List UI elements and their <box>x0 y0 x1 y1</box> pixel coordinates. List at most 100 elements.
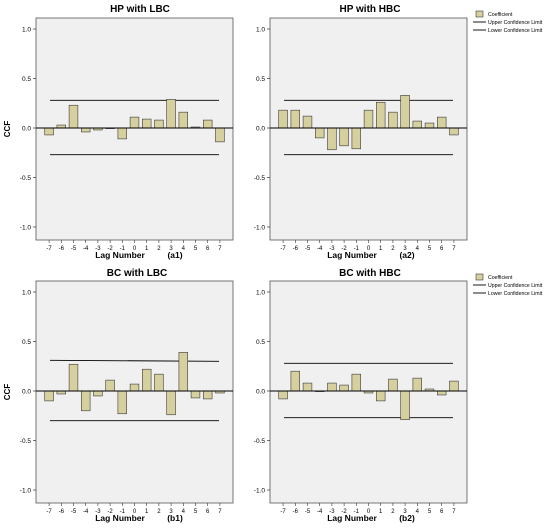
legend-label: Upper Confidence Limit <box>488 283 543 289</box>
bar <box>400 95 410 129</box>
x-tick-label: 1 <box>379 246 383 252</box>
plot-area <box>269 280 468 504</box>
x-tick-label: 5 <box>428 509 432 515</box>
y-tick-label: 0.5 <box>256 76 265 83</box>
x-tick-label: -3 <box>95 246 101 252</box>
legend: Coefficient Upper Confidence Limit Lower C… <box>473 10 543 34</box>
bar <box>278 109 288 129</box>
x-tick-label: 7 <box>452 509 456 515</box>
bar <box>302 115 313 129</box>
panel-label: (b2) <box>399 513 415 523</box>
y-tick-label: 0.0 <box>22 389 31 396</box>
bar <box>93 390 103 397</box>
x-tick-label: 7 <box>218 246 222 252</box>
x-tick-label: 5 <box>428 246 432 252</box>
y-axis-label: CCF <box>3 384 12 401</box>
x-tick-label: 2 <box>157 246 161 252</box>
x-tick-label: 1 <box>379 509 383 515</box>
x-tick-label: 1 <box>145 509 149 515</box>
x-tick-label: 3 <box>169 246 173 252</box>
x-tick-label: -4 <box>317 246 323 252</box>
x-tick-label: -1 <box>120 509 126 515</box>
y-tick-label: 0.5 <box>22 339 31 346</box>
x-tick-label: 1 <box>145 246 149 252</box>
x-tick-label: 3 <box>403 246 407 252</box>
y-tick-label: -0.5 <box>254 175 266 182</box>
bar <box>178 111 188 129</box>
bar <box>81 127 91 133</box>
bar <box>376 101 386 129</box>
x-tick-label: -5 <box>71 509 77 515</box>
bar <box>117 127 127 140</box>
bar <box>363 109 374 129</box>
y-tick-label: -1.0 <box>20 225 32 232</box>
bar <box>178 352 188 392</box>
x-tick-label: -1 <box>354 509 360 515</box>
x-tick-label: -4 <box>83 246 89 252</box>
legend-label: Lower Confidence Limit <box>488 291 543 297</box>
x-tick-label: 0 <box>367 509 371 515</box>
x-tick-label: -2 <box>341 509 347 515</box>
x-tick-label: 6 <box>206 509 210 515</box>
bar <box>190 390 201 399</box>
bar <box>376 390 386 402</box>
x-tick-label: -2 <box>341 246 347 252</box>
bar <box>412 120 422 129</box>
bar <box>424 122 435 129</box>
y-tick-label: 0.5 <box>22 76 31 83</box>
bar <box>290 109 300 129</box>
bar <box>44 127 54 136</box>
legend-swatch-box <box>475 273 484 281</box>
bar <box>142 368 152 392</box>
bar <box>105 379 115 392</box>
legend-label: Coefficient <box>488 275 513 281</box>
bar <box>351 127 361 150</box>
y-tick-label: -1.0 <box>20 488 32 495</box>
bar <box>437 116 447 129</box>
bar <box>129 383 140 392</box>
x-tick-label: 0 <box>133 246 137 252</box>
bar <box>68 104 79 129</box>
bar <box>203 390 213 400</box>
x-tick-label: 6 <box>440 509 444 515</box>
y-tick-label: 1.0 <box>22 27 31 34</box>
x-tick-label: -7 <box>280 509 286 515</box>
bar <box>315 127 325 139</box>
x-tick-label: -6 <box>59 246 65 252</box>
y-tick-label: 0.0 <box>256 389 265 396</box>
panel-label: (a1) <box>167 250 182 260</box>
bar <box>166 390 176 416</box>
x-tick-label: -2 <box>107 246 113 252</box>
x-tick-label: 5 <box>194 509 198 515</box>
panel-label: (b1) <box>167 513 183 523</box>
y-tick-label: -0.5 <box>20 175 32 182</box>
panel-label: (a2) <box>399 250 414 260</box>
y-tick-label: -0.5 <box>254 438 266 445</box>
x-tick-label: 7 <box>218 509 222 515</box>
x-tick-label: 3 <box>403 509 407 515</box>
x-tick-label: 2 <box>157 509 161 515</box>
bar <box>400 390 410 421</box>
chart-title: HP with LBC <box>110 4 170 15</box>
x-axis-label: Lag Number <box>327 250 377 260</box>
x-tick-label: 7 <box>452 246 456 252</box>
chart-title: BC with HBC <box>339 268 401 279</box>
x-tick-label: -7 <box>46 509 52 515</box>
legend-label: Lower Confidence Limit <box>488 28 543 34</box>
legend-label: Upper Confidence Limit <box>488 20 543 26</box>
bar <box>129 116 140 129</box>
bar <box>166 98 176 129</box>
y-tick-label: -1.0 <box>254 225 266 232</box>
y-tick-label: 1.0 <box>256 27 265 34</box>
bar <box>339 127 349 147</box>
y-tick-label: -1.0 <box>254 488 266 495</box>
bar <box>154 119 164 129</box>
y-tick-label: 0.5 <box>256 339 265 346</box>
x-tick-label: 4 <box>416 246 420 252</box>
x-tick-label: 2 <box>391 509 395 515</box>
plot-area <box>35 17 234 241</box>
legend: Coefficient Upper Confidence Limit Lower C… <box>473 273 543 297</box>
bar <box>302 382 313 392</box>
x-tick-label: -5 <box>305 509 311 515</box>
